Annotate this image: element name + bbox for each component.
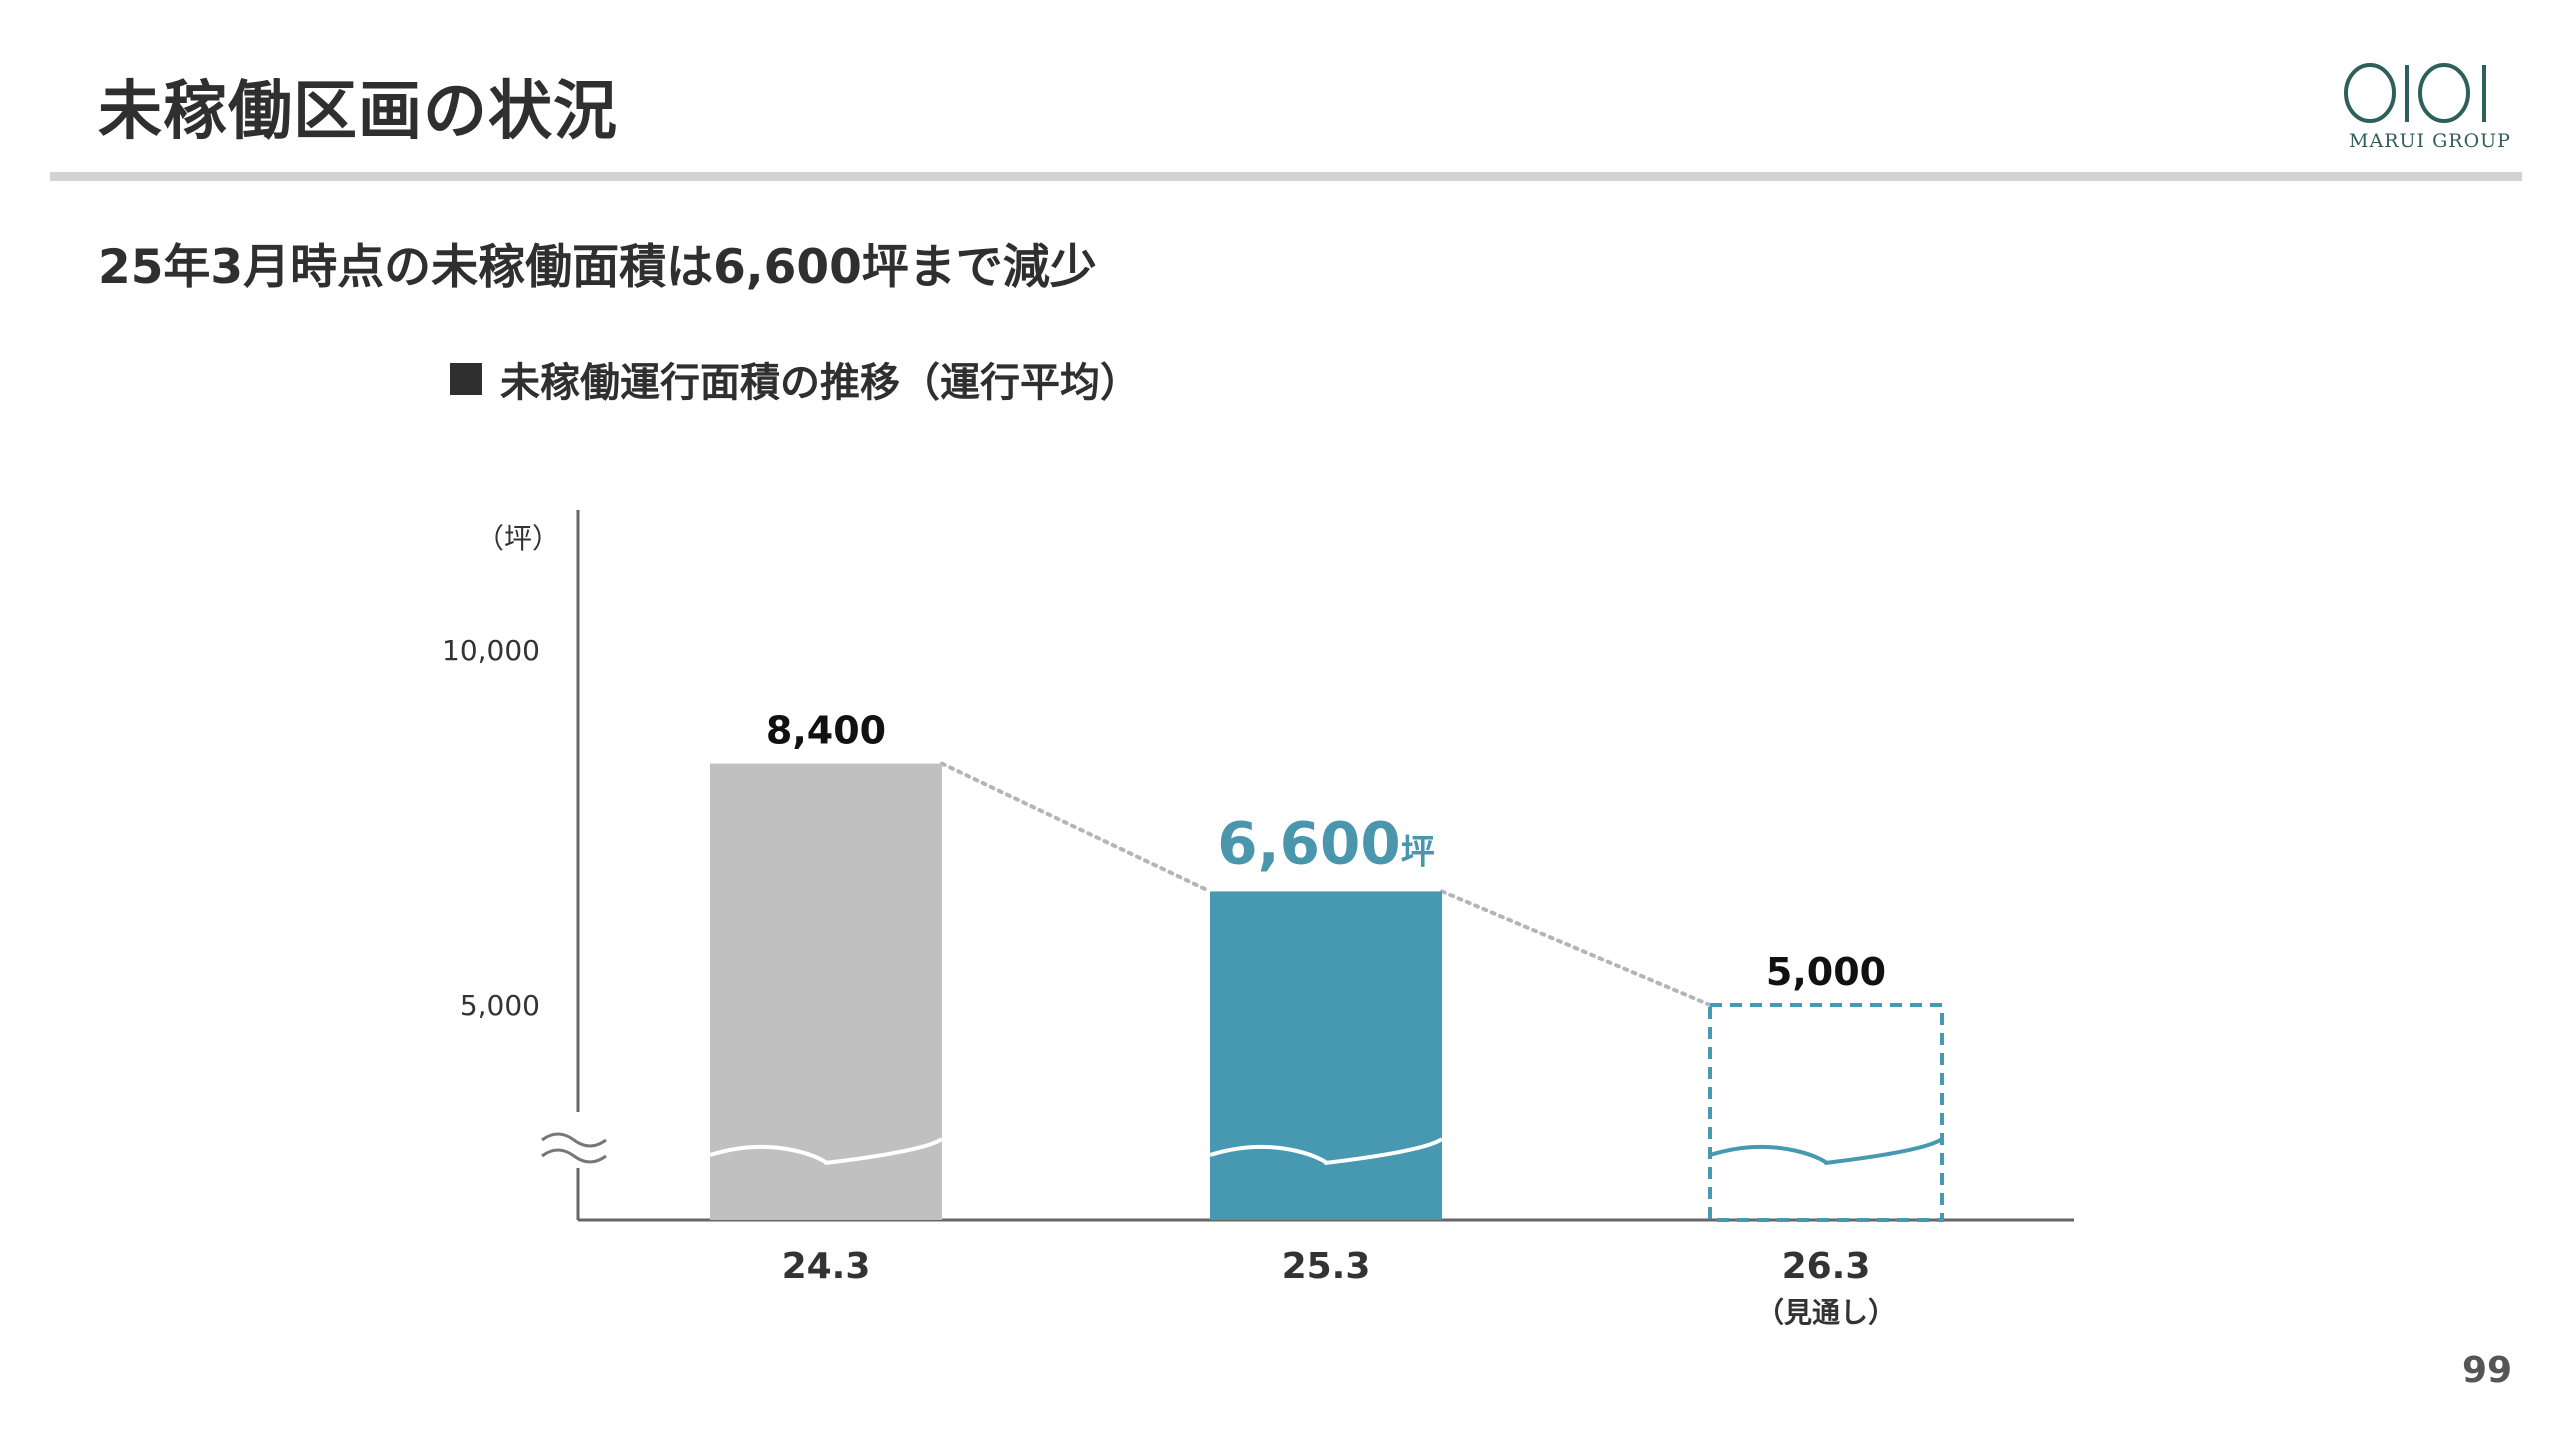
bar-25.3 [1210, 891, 1442, 1220]
page-title: 未稼働区画の状況 [98, 75, 618, 149]
logo-mark-icon [2344, 63, 2486, 123]
value-label: 6,600坪 [1217, 809, 1434, 877]
bar-26.3 [1708, 1003, 1944, 1222]
axis-break-mark [541, 1148, 607, 1164]
subtitle: 25年3月時点の未稼働面積は6,600坪まで減少 [98, 240, 1097, 295]
trend-connector [1440, 889, 1712, 1007]
x-tick-label: 25.3 [1282, 1246, 1371, 1287]
logo-text: MARUI GROUP [2349, 130, 2511, 152]
marui-group-logo: MARUI GROUP [2344, 60, 2516, 160]
bar-break-wave [709, 1137, 944, 1166]
bar-break-wave [1209, 1137, 1444, 1166]
trend-connector [940, 761, 1212, 894]
square-bullet-icon [450, 363, 482, 395]
y-axis-unit: （坪） [476, 522, 560, 555]
x-tick-note: （見通し） [1756, 1296, 1896, 1329]
value-label: 8,400 [766, 709, 886, 753]
title-divider [50, 172, 2522, 181]
x-tick-label: 26.3 [1782, 1246, 1871, 1287]
y-tick-label: 10,000 [442, 634, 540, 667]
x-tick-label: 24.3 [782, 1246, 871, 1287]
bar-24.3 [710, 763, 942, 1220]
page-number: 99 [2462, 1350, 2513, 1391]
bar-break-wave [1709, 1137, 1944, 1166]
value-label: 5,000 [1766, 950, 1886, 994]
axis-break-mark [541, 1132, 607, 1148]
chart-title-text: 未稼働運行面積の推移（運行平均） [500, 360, 1140, 406]
chart-title: 未稼働運行面積の推移（運行平均） [450, 350, 1140, 408]
y-tick-label: 5,000 [460, 989, 540, 1022]
